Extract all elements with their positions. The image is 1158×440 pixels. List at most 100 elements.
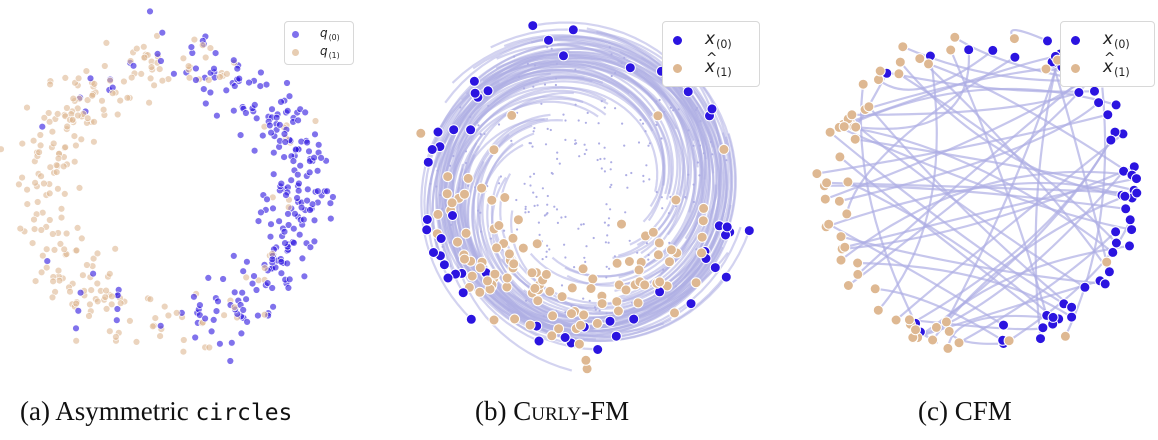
trajectory-dot — [660, 196, 663, 199]
trajectory-dot — [600, 167, 603, 170]
trajectory-dot — [467, 184, 470, 187]
trajectory-line — [875, 287, 1004, 342]
trajectory-dot — [555, 62, 558, 65]
target-point — [116, 299, 125, 307]
target-point — [74, 111, 82, 120]
target-point — [415, 127, 427, 139]
source-point — [1037, 322, 1049, 334]
source-point — [113, 305, 122, 313]
trajectory-dot — [725, 159, 728, 162]
trajectory-dot — [594, 308, 597, 311]
trajectory-line — [426, 72, 654, 220]
trajectory-dot — [518, 75, 521, 79]
target-point — [507, 232, 519, 244]
source-point — [284, 210, 292, 218]
source-point — [558, 50, 569, 62]
trajectory-dot — [661, 207, 664, 210]
target-point — [823, 218, 835, 230]
source-point — [1102, 109, 1114, 121]
trajectory-dot — [477, 124, 480, 127]
target-point — [223, 70, 231, 78]
target-point — [37, 268, 46, 276]
source-point — [300, 272, 309, 280]
target-point — [653, 237, 665, 249]
target-point — [66, 288, 74, 296]
source-point — [294, 116, 302, 125]
target-point — [63, 122, 71, 131]
source-point — [267, 220, 275, 228]
source-point — [248, 279, 257, 288]
trajectory-dot — [609, 168, 612, 171]
source-point — [284, 107, 292, 115]
scatter-plot-a — [0, 7, 337, 365]
target-point — [546, 330, 558, 342]
trajectory-dot — [610, 53, 613, 56]
target-point — [652, 110, 664, 122]
source-point — [213, 111, 221, 120]
source-point — [310, 237, 319, 246]
target-point — [517, 242, 529, 254]
source-point — [310, 154, 318, 162]
trajectory-line — [958, 231, 1117, 344]
trajectory-dot — [538, 233, 541, 236]
target-point — [120, 77, 128, 86]
target-point — [669, 307, 680, 319]
source-point — [682, 86, 694, 98]
trajectory-dot — [699, 120, 702, 123]
trajectory-dot — [667, 212, 671, 215]
source-point — [202, 99, 210, 108]
trajectory-dot — [479, 211, 482, 214]
source-point — [426, 144, 438, 155]
trajectory-dot — [465, 161, 468, 165]
target-point — [632, 297, 644, 309]
legend-marker-q0 — [291, 29, 300, 39]
legend-c: x(0) x(1) — [1060, 21, 1155, 87]
trajectory-dot — [583, 143, 586, 146]
target-point — [93, 297, 102, 306]
source-point — [297, 203, 306, 212]
trajectory-dot — [645, 164, 648, 167]
source-point — [236, 131, 245, 139]
target-point — [654, 276, 666, 288]
target-point — [54, 266, 63, 275]
source-point — [1124, 214, 1136, 226]
source-point — [201, 314, 209, 323]
caption-b: (b) Curly-FM — [475, 396, 630, 426]
source-point — [89, 270, 97, 278]
source-point — [283, 79, 291, 87]
target-point — [842, 176, 854, 188]
target-point — [811, 168, 823, 180]
target-point — [230, 303, 239, 311]
source-point — [287, 176, 295, 184]
panel-asymmetric-circles: q(0) q(1) (a) Asymmetric circles — [0, 0, 360, 440]
target-point — [161, 302, 169, 311]
source-point — [543, 34, 554, 46]
source-point — [259, 131, 267, 140]
source-point — [292, 145, 300, 154]
target-point — [508, 258, 520, 270]
target-point — [70, 158, 79, 166]
source-point — [286, 275, 294, 283]
trajectory-dot — [480, 230, 483, 233]
target-point — [33, 198, 42, 206]
trajectory-dot — [600, 100, 603, 103]
target-point — [697, 215, 709, 227]
trajectory-line — [529, 75, 704, 286]
target-point — [839, 241, 851, 253]
source-point — [233, 64, 242, 73]
target-point — [849, 133, 861, 145]
target-point — [62, 229, 71, 238]
target-point — [107, 300, 116, 308]
trajectory-dot — [485, 96, 488, 99]
legend-item-x1hat: x(1) — [1070, 50, 1145, 82]
target-point — [953, 337, 965, 349]
trajectory-dot — [641, 122, 645, 125]
target-point — [553, 323, 565, 335]
target-point — [106, 270, 114, 278]
target-point — [566, 308, 577, 320]
target-point — [442, 171, 454, 183]
trajectory-dot — [469, 115, 472, 118]
target-point — [45, 118, 54, 126]
trajectory-dot — [564, 215, 567, 218]
target-point — [150, 81, 158, 90]
